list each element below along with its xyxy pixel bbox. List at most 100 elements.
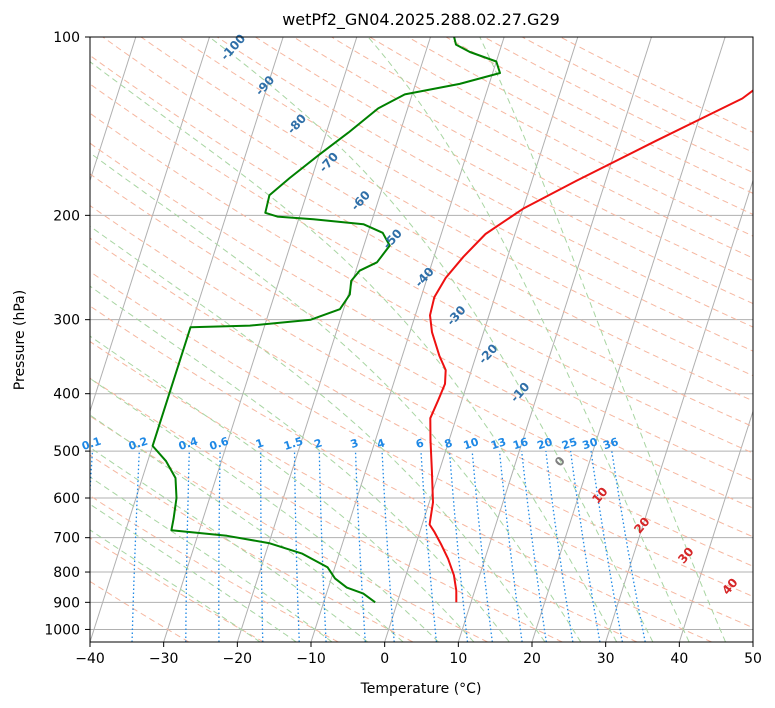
dewpoint-line: [151, 37, 501, 604]
moist-adiabat-label: 0: [552, 454, 568, 469]
moist-adiabat-line: [90, 377, 439, 642]
moist-adiabat-line: [479, 37, 727, 642]
y-tick-label: 500: [53, 444, 80, 460]
background-lines: [0, 37, 753, 642]
dry-adiabat-label: -10: [508, 380, 533, 405]
dry-adiabat-label: -60: [348, 188, 373, 213]
mixing-ratio-label: 8: [443, 436, 454, 451]
moist-adiabat-label: 10: [589, 485, 610, 507]
dry-adiabat-line: [102, 37, 753, 402]
dry-adiabat-line: [90, 340, 638, 642]
mixing-ratio-line: [471, 451, 493, 642]
mixing-ratio-label: 0.1: [80, 435, 103, 453]
isotherm-line: [531, 37, 726, 642]
data-lines: [151, 37, 753, 604]
dry-adiabat-line: [522, 37, 753, 153]
mixing-ratio-line: [590, 451, 624, 642]
plot-frame: [89, 36, 754, 643]
dry-adiabat-label: -40: [412, 265, 437, 290]
y-tick-label: 200: [53, 208, 80, 224]
isotherm-line: [236, 37, 431, 642]
x-tick-label: 40: [670, 651, 688, 667]
dry-adiabat-line: [90, 580, 190, 642]
dry-adiabat-line: [90, 305, 712, 642]
dry-adiabat-label: -30: [444, 303, 469, 328]
moist-adiabat-line: [90, 529, 261, 642]
dry-adiabat-line: [90, 454, 414, 642]
dry-adiabat-label: -50: [380, 226, 405, 251]
axis-ticks: −40 −30 −20 −10 0 10 20 30 40 5010020030040050060…: [44, 30, 762, 667]
moist-adiabat-line: [90, 476, 333, 642]
dry-adiabat-line: [90, 537, 264, 642]
mixing-ratio-line: [498, 451, 523, 642]
dry-adiabat-label: -100: [218, 31, 248, 63]
y-tick-label: 700: [53, 531, 80, 547]
x-tick-label: −10: [296, 651, 326, 667]
moist-adiabat-label: 40: [719, 576, 740, 598]
moist-adiabat-line: [90, 414, 404, 642]
x-tick-label: −40: [75, 651, 105, 667]
y-tick-label: 600: [53, 491, 80, 507]
dry-adiabat-line: [90, 415, 488, 642]
moist-adiabat-line: [90, 152, 582, 642]
dry-adiabat-line: [445, 37, 753, 194]
mixing-ratio-label: 1: [254, 436, 265, 451]
x-axis-label: Temperature (°C): [360, 681, 482, 697]
isotherm-line: [605, 178, 753, 642]
mixing-ratio-label: 1.5: [282, 435, 305, 453]
moist-adiabat-line: [90, 225, 546, 642]
mixing-ratio-label: 0.4: [177, 434, 200, 452]
mixing-ratio-line: [381, 451, 395, 642]
mixing-ratio-label: 6: [414, 436, 426, 451]
moist-adiabat-line: [90, 503, 297, 642]
y-tick-label: 800: [53, 565, 80, 581]
dry-adiabat-line: [140, 37, 753, 377]
y-tick-label: 400: [53, 387, 80, 403]
x-tick-label: −20: [223, 651, 253, 667]
mixing-ratio-line: [521, 451, 547, 642]
dry-adiabat-line: [560, 37, 753, 133]
mixing-ratio-line: [354, 451, 366, 642]
y-axis-label: Pressure (hPa): [12, 290, 28, 390]
y-tick-label: 900: [53, 595, 80, 611]
dry-adiabat-line: [483, 37, 753, 174]
moist-adiabat-line: [90, 446, 369, 642]
isotherm-line: [163, 37, 358, 642]
chart-title: wetPf2_GN04.2025.288.02.27.G29: [282, 10, 560, 30]
moist-adiabat-line: [90, 61, 618, 642]
temperature-line: [428, 89, 753, 603]
dry-adiabat-line: [90, 271, 753, 629]
isotherm-line: [457, 37, 652, 642]
isotherm-line: [752, 640, 753, 642]
x-tick-label: 10: [449, 651, 467, 667]
moist-adiabat-line: [367, 37, 690, 642]
mixing-ratio-label: 30: [581, 435, 600, 452]
dry-adiabat-label: -90: [252, 73, 277, 98]
x-tick-label: 20: [523, 651, 541, 667]
mixing-ratio-label: 20: [536, 435, 555, 452]
dry-adiabat-line: [90, 142, 753, 509]
line-labels: 0.1 0.2 0.4 0.6 1 1.5 2 3 4 6 8 10 13 16 20 25 30 36-100-…: [80, 31, 741, 597]
isotherm-line: [678, 409, 753, 642]
y-tick-label: 300: [53, 313, 80, 329]
isotherm-line: [384, 37, 579, 642]
dry-adiabat-line: [90, 377, 563, 642]
dry-adiabat-line: [293, 37, 753, 282]
dry-adiabat-line: [216, 37, 753, 328]
mixing-ratio-line: [260, 451, 264, 642]
mixing-ratio-label: 13: [489, 435, 508, 452]
x-tick-label: 30: [597, 651, 615, 667]
dry-adiabat-line: [90, 237, 753, 598]
dry-adiabat-line: [255, 37, 753, 305]
mixing-ratio-label: 3: [349, 436, 360, 451]
dry-adiabat-line: [90, 112, 753, 481]
mixing-ratio-label: 10: [462, 435, 481, 452]
moist-adiabat-line: [90, 285, 510, 642]
mixing-ratio-line: [90, 451, 94, 502]
isotherm-line: [90, 37, 137, 183]
x-tick-label: 50: [744, 651, 762, 667]
isotherm-line: [0, 37, 62, 642]
x-tick-label: 0: [380, 651, 389, 667]
y-tick-label: 1000: [44, 622, 80, 638]
